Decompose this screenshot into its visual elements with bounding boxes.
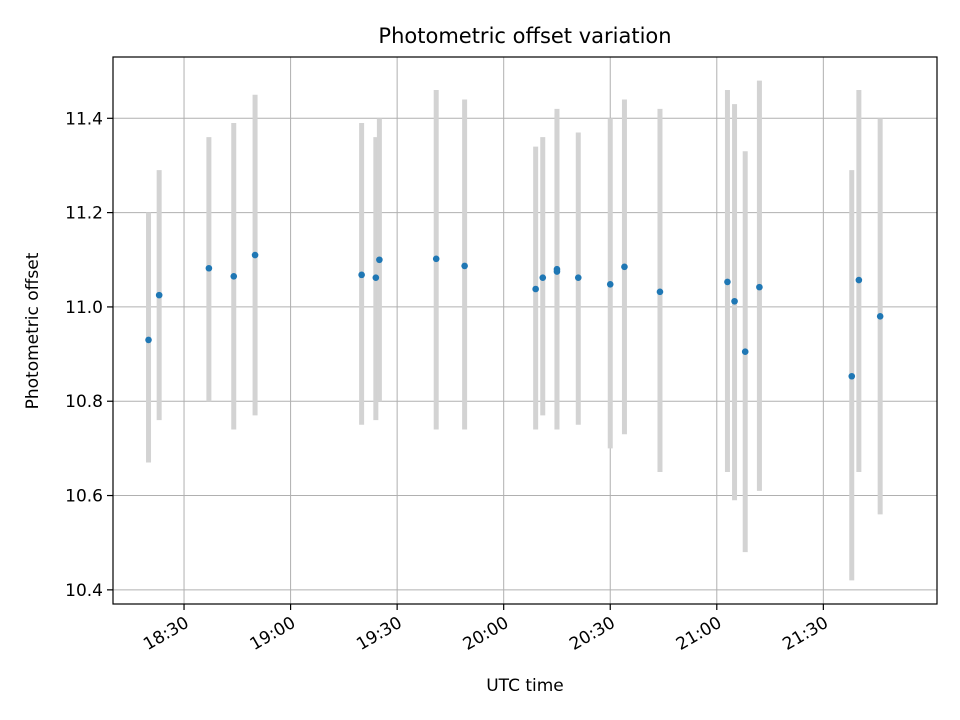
y-axis-label: Photometric offset (23, 252, 43, 409)
data-point (145, 336, 152, 344)
data-point (432, 255, 440, 263)
data-point (372, 274, 380, 281)
data-point (461, 262, 468, 270)
data-point (724, 278, 731, 286)
data-point (731, 297, 738, 305)
data-point (621, 263, 628, 271)
data-point (574, 274, 582, 281)
y-tick-label: 10.6 (65, 487, 103, 507)
y-tick-label: 11.4 (65, 109, 103, 129)
chart-title: Photometric offset variation (378, 24, 671, 48)
y-tick-label: 11.0 (65, 298, 103, 318)
data-point (155, 291, 163, 299)
data-point (756, 283, 763, 291)
data-point (741, 348, 749, 356)
data-point (539, 274, 547, 281)
data-point (848, 372, 856, 380)
point-layer (145, 251, 884, 380)
data-point (251, 251, 259, 259)
data-point (876, 313, 884, 320)
y-tick-label: 10.4 (65, 581, 103, 601)
data-point (532, 285, 539, 293)
y-tick-label: 11.2 (65, 204, 103, 224)
data-point (376, 256, 383, 264)
data-point (855, 276, 863, 284)
data-point (553, 268, 561, 275)
x-axis-label: UTC time (486, 676, 564, 696)
plot-frame (112, 56, 938, 605)
data-point (656, 288, 664, 296)
data-point (230, 272, 238, 280)
data-point (358, 271, 365, 279)
y-tick-label: 10.8 (65, 392, 103, 412)
data-point (205, 264, 213, 272)
data-point (606, 280, 614, 288)
